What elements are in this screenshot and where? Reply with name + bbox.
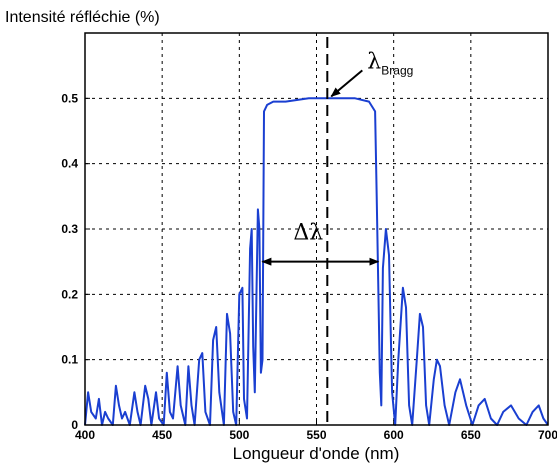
y-tick-label: 0.4: [61, 157, 78, 171]
y-tick-label: 0.5: [61, 91, 78, 105]
x-tick-label: 600: [384, 428, 404, 442]
chart-title: Intensité réfléchie (%): [5, 9, 160, 26]
x-tick-label: 550: [306, 428, 326, 442]
y-tick-label: 0.3: [61, 222, 78, 236]
x-tick-label: 400: [75, 428, 95, 442]
bragg-pointer-arrow: [330, 69, 363, 98]
bragg-label-subscript: Bragg: [381, 63, 413, 77]
y-tick-label: 0.1: [61, 353, 78, 367]
y-tick-label: 0.2: [61, 287, 78, 301]
x-tick-label: 500: [229, 428, 249, 442]
x-axis-ticks: 400 450 500 550 600 650 700: [75, 420, 557, 442]
y-axis-ticks: 0 0.1 0.2 0.3 0.4 0.5: [61, 91, 90, 432]
x-axis-label: Longueur d'onde (nm): [233, 444, 400, 463]
x-tick-label: 650: [461, 428, 481, 442]
delta-lambda-label: Δλ: [293, 221, 323, 246]
x-tick-label: 700: [538, 428, 557, 442]
reflectance-curve: [84, 97, 549, 426]
x-tick-label: 450: [152, 428, 172, 442]
y-tick-label: 0: [71, 418, 78, 432]
plot-frame: [84, 32, 549, 426]
bragg-label-symbol: λ: [367, 49, 381, 74]
